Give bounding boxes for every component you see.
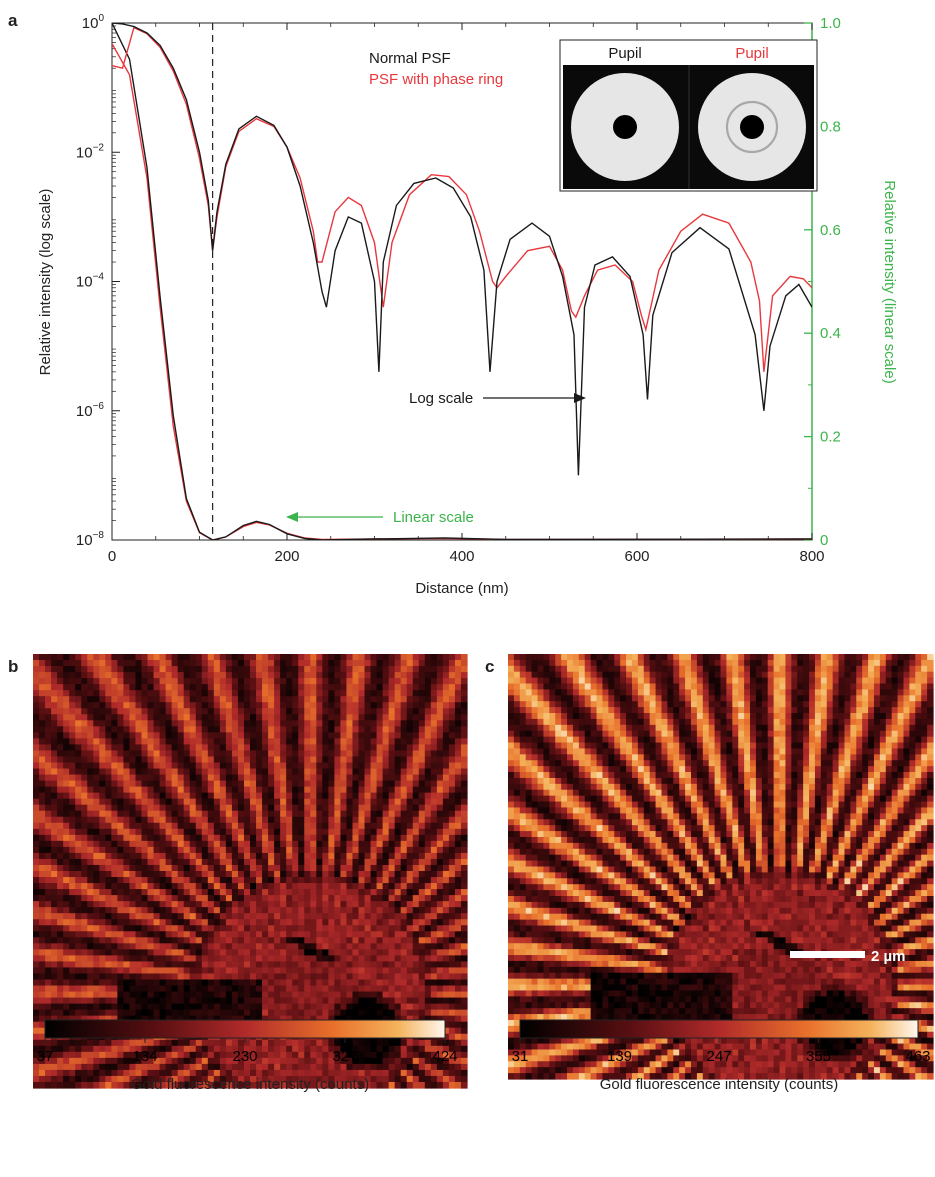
colorbar-b-tick-4: 424 — [432, 1048, 457, 1065]
linear-scale-arrow — [286, 512, 383, 522]
colorbar-b-tick-1: 134 — [132, 1048, 157, 1065]
legend-normal-psf: Normal PSF — [369, 50, 451, 67]
colorbar-c-tick-4: 463 — [905, 1048, 930, 1065]
fluorescence-image-c — [508, 654, 934, 1080]
panel-a: a 100 10−2 10−4 10−6 10−8 0 0.2 0.4 0.6 0.8 1.0 0… — [8, 11, 898, 597]
legend-phase-ring-psf: PSF with phase ring — [369, 71, 503, 88]
y-axis-title: Relative intensity (log scale) — [37, 189, 54, 376]
colorbar-c-tick-0: 31 — [512, 1048, 529, 1065]
x-tick-label: 800 — [799, 548, 824, 565]
y-log-tick-label: 10−2 — [76, 142, 105, 161]
pupil-inset: Pupil Pupil — [559, 39, 818, 192]
linear-scale-annotation: Linear scale — [393, 509, 474, 526]
y-log-tick-labels: 100 10−2 10−4 10−6 10−8 — [76, 13, 105, 549]
y-log-tick-label: 10−4 — [76, 272, 105, 291]
plot-area — [112, 23, 812, 540]
scale-bar: 2 µm — [790, 948, 906, 965]
y2-axis-title: Relative intensity (linear scale) — [881, 180, 898, 383]
y-linear-tick-label: 0.6 — [820, 222, 841, 239]
x-tick-labels: 0 200 400 600 800 — [108, 548, 825, 565]
colorbar-b-tick-3: 327 — [332, 1048, 357, 1065]
panel-b-label: b — [8, 657, 18, 676]
pupil-right-label: Pupil — [735, 45, 768, 62]
x-tick-label: 0 — [108, 548, 116, 565]
colorbar-b-ticks — [44, 1038, 446, 1043]
scale-bar-label: 2 µm — [871, 948, 906, 965]
y-linear-tick-label: 0.8 — [820, 118, 841, 135]
x-tick-label: 200 — [274, 548, 299, 565]
pupil-right-obscuration — [740, 115, 764, 139]
y-linear-tick-label: 0.4 — [820, 325, 841, 342]
y-linear-tick-labels: 0 0.2 0.4 0.6 0.8 1.0 — [820, 15, 841, 549]
colorbar-c-tick-3: 355 — [806, 1048, 831, 1065]
normal-linear-curve — [112, 23, 812, 540]
x-tick-label: 600 — [624, 548, 649, 565]
normal-log-curve — [112, 23, 812, 476]
colorbar-c-tick-1: 139 — [607, 1048, 632, 1065]
colorbar-b — [44, 1019, 446, 1039]
phase-ring — [725, 100, 779, 154]
panel-c-label: c — [485, 657, 494, 676]
panel-c: c 2 µm 31 139 247 355 463 Gold fluoresce… — [485, 654, 934, 1093]
y-log-tick-label: 10−8 — [76, 530, 105, 549]
fluorescence-image-b — [33, 654, 468, 1089]
colorbar-c — [519, 1019, 919, 1039]
x-tick-label: 400 — [449, 548, 474, 565]
colorbar-b-tick-0: 37 — [37, 1048, 54, 1065]
y-linear-tick-label: 0.2 — [820, 429, 841, 446]
colorbar-b-tick-2: 230 — [232, 1048, 257, 1065]
colorbar-c-ticks — [519, 1038, 919, 1043]
y-log-tick-label: 100 — [82, 13, 105, 32]
colorbar-c-tick-2: 247 — [706, 1048, 731, 1065]
pupil-left-obscuration — [613, 115, 637, 139]
panel-a-label: a — [8, 11, 18, 30]
log-scale-annotation: Log scale — [409, 390, 473, 407]
colorbar-c-label: Gold fluorescence intensity (counts) — [600, 1076, 838, 1093]
y-linear-tick-label: 0 — [820, 532, 828, 549]
y-log-tick-label: 10−6 — [76, 401, 105, 420]
log-scale-arrow — [483, 393, 586, 403]
x-axis-title: Distance (nm) — [415, 580, 508, 597]
pupil-left-label: Pupil — [608, 45, 641, 62]
colorbar-b-label: Gold fluorescence intensity (counts) — [131, 1076, 369, 1093]
panel-b: b 37 134 230 327 424 Gold fluorescence i… — [8, 654, 468, 1093]
y-linear-tick-label: 1.0 — [820, 15, 841, 32]
